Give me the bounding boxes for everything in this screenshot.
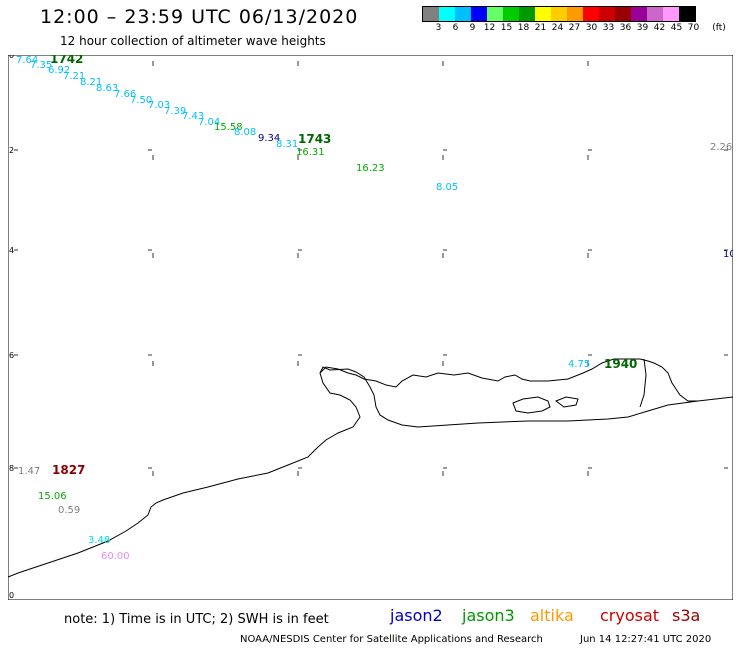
swh-label: 15.58 [214, 122, 243, 133]
scale-cell [471, 7, 487, 21]
swh-label: 7.21 [63, 71, 85, 82]
swh-label: 8.05 [436, 182, 458, 193]
coastline [7, 366, 734, 578]
scale-label: 36 [619, 23, 632, 33]
pass-time-labels: 1742 1743 1940 1827 [50, 52, 637, 477]
scale-label: 39 [636, 23, 649, 33]
swh-label: 7.39 [164, 106, 186, 117]
footer-note: note: 1) Time is in UTC; 2) SWH is in fe… [64, 612, 329, 627]
wave-height-labels: 7.647.356.927.218.218.637.667.507.037.39… [16, 55, 739, 562]
inner-boundary [639, 358, 647, 408]
map-title: 12:00 – 23:59 UTC 06/13/2020 [40, 6, 359, 28]
map-subtitle: 12 hour collection of altimeter wave hei… [60, 34, 326, 48]
scale-label: 15 [500, 23, 513, 33]
swh-label: 8.21 [80, 77, 102, 88]
swh-label: 7.64 [16, 55, 38, 66]
lat-label: -62 [8, 146, 14, 155]
swh-label: 7.43 [182, 111, 204, 122]
pass-time-label: 1742 [50, 55, 83, 66]
scale-label: 27 [568, 23, 581, 33]
swh-label: 15.06 [38, 491, 67, 502]
scale-cell [631, 7, 647, 21]
scale-cell [647, 7, 663, 21]
scale-label: 9 [469, 23, 476, 33]
scale-cell [583, 7, 599, 21]
lat-label: -70 [8, 591, 14, 600]
swh-label: 2.26 [710, 142, 732, 153]
scale-cell [551, 7, 567, 21]
scale-cell [439, 7, 455, 21]
inner-island-2 [554, 396, 579, 408]
swh-label: 60.00 [101, 551, 130, 562]
lat-label: -60 [8, 55, 14, 60]
credit-text: NOAA/NESDIS Center for Satellite Applica… [240, 634, 543, 645]
scale-label: 12 [483, 23, 496, 33]
lat-label: -66 [8, 351, 14, 360]
ice-shelf-edge [319, 358, 698, 402]
scale-cell [599, 7, 615, 21]
altimeter-map: 757881848790-60-62-64-66-68-70 174217431… [1, 51, 739, 614]
scale-cell [519, 7, 535, 21]
swh-label: 8.63 [96, 83, 118, 94]
swh-label: 16.23 [356, 163, 385, 174]
pass-time-label: 1940 [604, 357, 637, 371]
scale-label: 45 [670, 23, 683, 33]
inner-island [512, 396, 551, 414]
swh-label: 7.50 [130, 95, 152, 106]
swh-label: 3.48 [88, 535, 110, 546]
swh-label: 7.03 [148, 100, 170, 111]
scale-cell [663, 7, 679, 21]
scale-cell [487, 7, 503, 21]
scale-label: 70 [687, 23, 700, 33]
swh-label: 7.04 [198, 117, 220, 128]
swh-label: 0.59 [58, 505, 80, 516]
swh-label: 9.34 [258, 133, 280, 144]
satellite-s3a: s3a [672, 606, 701, 625]
color-scale-labels: 3 6 9 12 15 18 21 24 27 30 33 36 39 42 45 70 (ft) [422, 23, 740, 33]
satellite-jason2: jason2 [390, 606, 443, 625]
scale-label: 18 [517, 23, 530, 33]
satellite-altika: altika [530, 606, 574, 625]
pass-time-label: 1743 [298, 132, 331, 146]
satellite-jason3: jason3 [462, 606, 515, 625]
swh-label: 7.35 [30, 60, 52, 71]
swh-label: 10. [723, 249, 733, 260]
lat-label: -64 [8, 246, 14, 255]
satellite-cryosat: cryosat [600, 606, 660, 625]
swh-label: 16.31 [296, 147, 325, 158]
swh-label: 8.31 [276, 139, 298, 150]
scale-label: 33 [602, 23, 615, 33]
scale-cell [503, 7, 519, 21]
scale-cell [423, 7, 439, 21]
scale-cell [615, 7, 631, 21]
swh-label: 1.47 [18, 466, 40, 477]
scale-label: 21 [534, 23, 547, 33]
scale-cell [679, 7, 695, 21]
scale-unit: (ft) [712, 23, 726, 33]
scale-cell [567, 7, 583, 21]
swh-label: 4.75 [568, 359, 590, 370]
swh-label: 8.08 [234, 127, 256, 138]
scale-label: 42 [653, 23, 666, 33]
scale-label: 24 [551, 23, 564, 33]
lat-label: -68 [8, 464, 14, 473]
scale-label: 3 [435, 23, 442, 33]
scale-label: 30 [585, 23, 598, 33]
scale-cell [455, 7, 471, 21]
swh-label: 6.92 [48, 65, 70, 76]
swh-label: 7.66 [114, 89, 136, 100]
map-panel: 757881848790-60-62-64-66-68-70 174217431… [1, 51, 739, 614]
scale-cell [535, 7, 551, 21]
color-scale-bar [422, 6, 696, 22]
pass-time-label: 1827 [52, 463, 85, 477]
scale-label: 6 [452, 23, 459, 33]
generated-timestamp: Jun 14 12:27:41 UTC 2020 [580, 634, 712, 645]
